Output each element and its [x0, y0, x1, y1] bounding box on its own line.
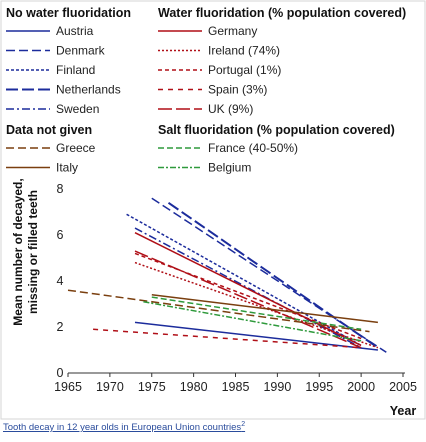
legend-label-austria: Austria [56, 24, 94, 38]
series-line-italy [151, 294, 378, 324]
caption-text: Tooth decay in 12 year olds in European … [3, 422, 242, 434]
legend-title-salt-fluoridation-population-covered: Salt fluoridation (% population covered) [158, 123, 395, 137]
series-line-ireland-74 [134, 261, 379, 349]
series-line-germany [134, 232, 362, 347]
x-tick-label-1965: 1965 [54, 380, 82, 394]
series-line-uk-9 [134, 250, 362, 349]
legend-label-denmark: Denmark [56, 44, 106, 58]
legend-label-spain-3: Spain (3%) [208, 83, 267, 97]
x-tick-label-2005: 2005 [389, 380, 417, 394]
y-axis-label-line-1: Mean number of decayed, [11, 178, 25, 325]
legend-label-finland: Finland [56, 63, 95, 77]
x-tick-label-1995: 1995 [305, 380, 333, 394]
y-tick-label-4: 4 [57, 274, 64, 288]
legend-label-belgium: Belgium [208, 161, 251, 175]
x-tick-label-1980: 1980 [180, 380, 208, 394]
series-line-france-40-50 [151, 296, 362, 331]
caption-footnote-ref[interactable]: 2 [241, 421, 246, 428]
legend-title-no-water-fluoridation: No water fluoridation [6, 6, 131, 20]
legend-label-ireland-74: Ireland (74%) [208, 44, 280, 58]
legend-label-france-40-50: France (40-50%) [208, 141, 298, 155]
x-tick-label-1975: 1975 [138, 380, 166, 394]
y-axis-label: Mean number of decayed, missing or filled… [11, 178, 40, 325]
series-line-belgium [143, 300, 362, 342]
x-tick-label-1990: 1990 [263, 380, 291, 394]
legend-label-germany: Germany [208, 24, 257, 38]
legend-label-uk-9: UK (9%) [208, 102, 253, 116]
y-tick-label-8: 8 [57, 182, 64, 196]
series-line-netherlands [167, 201, 379, 349]
x-tick-label-1985: 1985 [222, 380, 250, 394]
series-line-denmark [151, 197, 387, 353]
caption-link[interactable]: Tooth decay in 12 year olds in European … [3, 421, 246, 434]
x-axis-label: Year [390, 404, 417, 418]
legend-title-data-not-given: Data not given [6, 123, 92, 137]
x-tick-label-2000: 2000 [347, 380, 375, 394]
x-tick-label-1970: 1970 [96, 380, 124, 394]
legend-title-water-fluoridation-population-covered: Water fluoridation (% population covered… [158, 6, 406, 20]
y-tick-label-2: 2 [57, 320, 64, 334]
series-line-greece [67, 289, 370, 333]
series-line-spain-3 [93, 328, 362, 349]
y-tick-label-0: 0 [57, 366, 64, 380]
legend-label-italy: Italy [56, 161, 78, 175]
y-tick-label-6: 6 [57, 228, 64, 242]
series-line-portugal-1 [134, 252, 362, 340]
legend-label-sweden: Sweden [56, 102, 99, 116]
figure-frame [0, 0, 426, 420]
series-line-sweden [134, 227, 362, 349]
legend-label-netherlands: Netherlands [56, 83, 121, 97]
legend-label-greece: Greece [56, 141, 96, 155]
figure-caption: Tooth decay in 12 year olds in European … [3, 421, 245, 433]
y-axis-label-line-2: missing or filled teeth [26, 190, 40, 314]
legend-label-portugal-1: Portugal (1%) [208, 63, 281, 77]
